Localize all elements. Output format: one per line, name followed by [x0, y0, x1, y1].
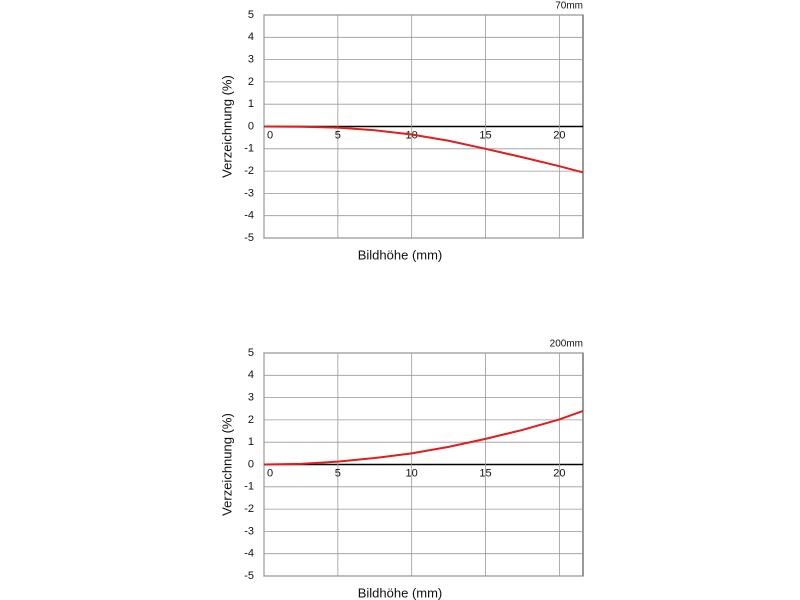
y-tick-label: 2 [248, 76, 254, 88]
x-axis-title: Bildhöhe (mm) [358, 247, 443, 262]
x-axis-title: Bildhöhe (mm) [358, 585, 443, 600]
y-tick-label: -1 [244, 481, 254, 493]
x-tick-label: 20 [553, 129, 565, 141]
chart-corner-title: 200mm [550, 339, 583, 350]
y-tick-label: 2 [248, 414, 254, 426]
y-tick-label: -4 [244, 210, 254, 222]
x-tick-label: 20 [553, 467, 565, 479]
y-tick-label: 3 [248, 54, 254, 66]
y-tick-label: 0 [248, 458, 254, 470]
y-tick-label: 5 [248, 9, 254, 21]
x-tick-label: 15 [479, 129, 491, 141]
y-tick-label: -1 [244, 143, 254, 155]
y-tick-label: -3 [244, 525, 254, 537]
data-line [263, 410, 584, 466]
data-line [263, 125, 584, 174]
y-tick-label: 1 [248, 436, 254, 448]
x-tick-label: 15 [479, 467, 491, 479]
y-tick-label: 3 [248, 392, 254, 404]
y-tick-label: -5 [244, 232, 254, 244]
y-tick-label: 4 [248, 369, 254, 381]
x-tick-label: 5 [335, 467, 341, 479]
y-tick-label: -2 [244, 503, 254, 515]
y-tick-label: -3 [244, 187, 254, 199]
y-tick-label: 1 [248, 98, 254, 110]
y-axis-title: Verzeichnung (%) [219, 413, 234, 516]
x-tick-label: 0 [267, 467, 273, 479]
chart-corner-title: 70mm [555, 1, 583, 12]
y-axis-title: Verzeichnung (%) [219, 75, 234, 178]
y-tick-label: 4 [248, 31, 254, 43]
y-tick-label: -2 [244, 165, 254, 177]
y-tick-label: -5 [244, 570, 254, 582]
x-tick-label: 0 [267, 129, 273, 141]
x-tick-label: 5 [335, 129, 341, 141]
x-tick-label: 10 [406, 467, 418, 479]
y-tick-label: 0 [248, 120, 254, 132]
y-tick-label: 5 [248, 347, 254, 359]
y-tick-label: -4 [244, 548, 254, 560]
